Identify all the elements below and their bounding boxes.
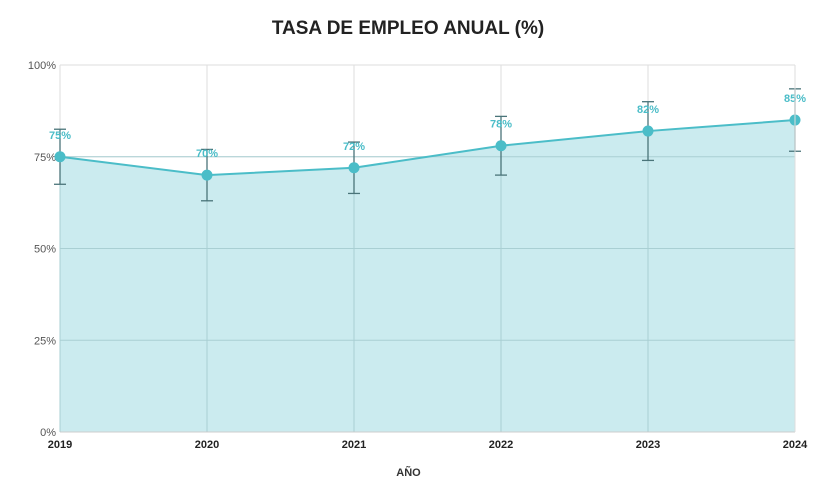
chart-title: TASA DE EMPLEO ANUAL (%) (271, 18, 545, 39)
y-tick-label: 25% (34, 335, 56, 347)
x-tick-label: 2019 (48, 439, 72, 451)
data-point (495, 140, 507, 152)
x-tick-label: 2021 (342, 439, 366, 451)
y-tick-label: 50% (34, 244, 56, 256)
data-label: 72% (343, 141, 365, 153)
data-label: 70% (196, 148, 218, 160)
area-fill (60, 120, 795, 433)
data-point (201, 169, 213, 181)
data-point (54, 151, 66, 163)
x-tick-label: 2020 (195, 439, 219, 451)
x-tick-label: 2023 (636, 439, 660, 451)
data-label: 82% (637, 104, 659, 116)
data-label: 75% (49, 130, 71, 142)
x-tick-label: 2022 (489, 439, 513, 451)
y-tick-label: 0% (40, 427, 56, 439)
y-tick-label: 100% (28, 60, 56, 72)
x-tick-label: 2024 (783, 439, 808, 451)
series-line (59, 119, 796, 177)
data-label: 78% (490, 119, 512, 131)
y-tick-label: 75% (34, 152, 56, 164)
data-point (348, 162, 360, 174)
data-point (642, 125, 654, 137)
x-axis-label: AÑO (396, 466, 421, 479)
